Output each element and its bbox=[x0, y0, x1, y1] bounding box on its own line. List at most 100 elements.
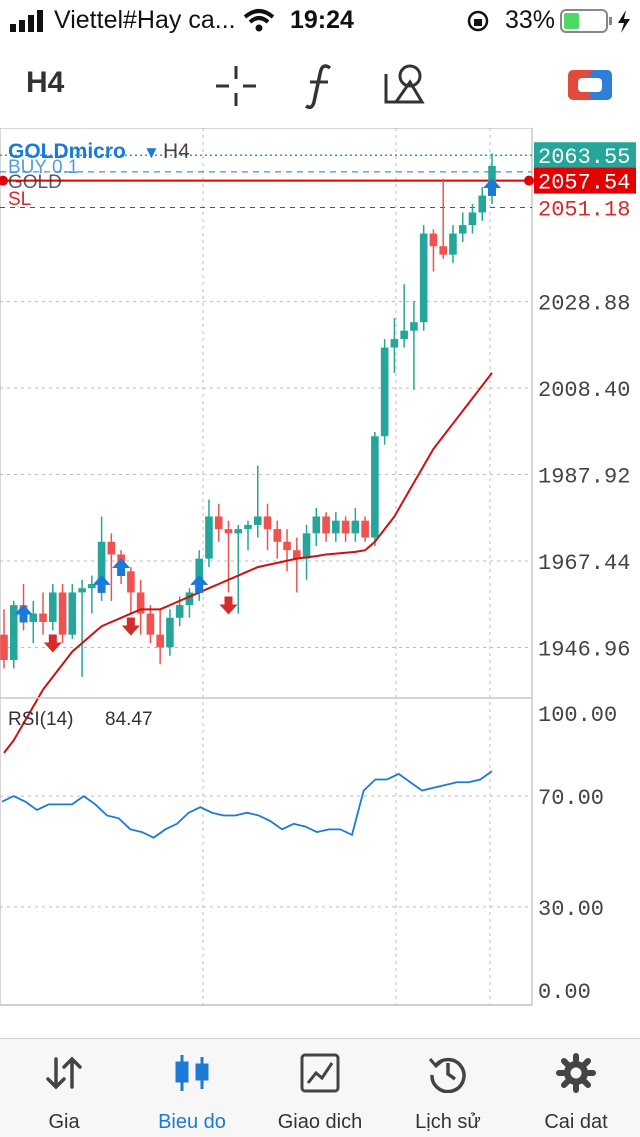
status-bar: Viettel#Hay ca... 19:24 33% bbox=[0, 0, 640, 40]
clock: 19:24 bbox=[290, 6, 354, 34]
crosshair-icon[interactable] bbox=[214, 64, 258, 108]
buy-arrow-icon bbox=[112, 558, 131, 576]
trade-icon[interactable] bbox=[568, 68, 612, 102]
price-tick-label: 2008.40 bbox=[538, 378, 630, 403]
candle-body bbox=[468, 212, 477, 226]
price-tag-bg bbox=[534, 167, 636, 194]
candle-body bbox=[58, 592, 67, 635]
price-tag-bg bbox=[534, 142, 636, 169]
price-tick-label: 1946.96 bbox=[538, 638, 630, 663]
buy-arrow-icon bbox=[190, 574, 209, 593]
candle-body bbox=[146, 613, 155, 635]
buy-arrow-icon bbox=[14, 604, 33, 623]
candle-body bbox=[400, 330, 408, 340]
arrows-updown-icon bbox=[46, 1056, 82, 1090]
candle-body bbox=[371, 436, 379, 538]
buy-arrow-icon bbox=[483, 178, 501, 196]
price-tag-label: 2051.18 bbox=[538, 197, 630, 222]
candle-body bbox=[0, 634, 8, 660]
candle-body bbox=[293, 550, 301, 559]
candle-body bbox=[478, 195, 487, 213]
orientation-lock-icon bbox=[467, 10, 489, 32]
candle-body bbox=[166, 617, 174, 648]
candle-body bbox=[88, 584, 96, 589]
candle-body bbox=[78, 588, 86, 593]
candle-body bbox=[302, 533, 311, 559]
candle-body bbox=[205, 516, 213, 559]
sell-arrow-icon bbox=[43, 634, 62, 653]
candle-body bbox=[273, 529, 282, 542]
candle-body bbox=[429, 233, 438, 247]
candle-body bbox=[156, 634, 164, 648]
candle-body bbox=[332, 520, 340, 534]
objects-icon[interactable] bbox=[382, 62, 428, 108]
tab-chart[interactable]: Bieu do bbox=[128, 1039, 256, 1137]
candle-body bbox=[283, 541, 291, 551]
candles bbox=[0, 153, 496, 677]
price-axis: 2028.88 2008.40 1987.92 1967.44 1946.96 bbox=[538, 292, 630, 663]
candle-body bbox=[234, 529, 243, 534]
candle-body bbox=[97, 541, 106, 584]
tab-quotes[interactable]: Gia bbox=[0, 1039, 128, 1137]
wifi-icon bbox=[243, 9, 275, 32]
price-tick-label: 2028.88 bbox=[538, 292, 630, 317]
candle-body bbox=[458, 225, 467, 234]
buy-line-label: BUY 0.1 bbox=[8, 157, 78, 178]
candle-body bbox=[39, 613, 47, 622]
candle-body bbox=[136, 592, 145, 614]
tab-trade[interactable]: Giao dich bbox=[256, 1039, 384, 1137]
price-tick-label: 1987.92 bbox=[538, 465, 630, 490]
rsi-tick-label: 100.00 bbox=[538, 703, 617, 728]
gold-line-label: GOLD bbox=[8, 172, 62, 193]
candle-body bbox=[49, 592, 57, 622]
trade-arrows bbox=[14, 178, 501, 653]
indicators-icon[interactable] bbox=[300, 62, 340, 110]
candle-body bbox=[410, 322, 418, 331]
candle-body bbox=[439, 246, 447, 255]
candle-body bbox=[175, 605, 184, 618]
candle-body bbox=[322, 516, 330, 534]
symbol-name[interactable]: GOLDmicro bbox=[8, 140, 126, 163]
candle-body bbox=[419, 233, 428, 323]
tab-bar: Gia Bieu do Giao dich Lịch sử Cai dat bbox=[0, 1038, 640, 1137]
main-grid bbox=[0, 128, 532, 1005]
carrier-label: Viettel#Hay ca... bbox=[54, 6, 236, 34]
rsi-axis: 100.00 70.00 30.00 0.00 bbox=[538, 703, 617, 1005]
tab-settings[interactable]: Cai dat bbox=[512, 1039, 640, 1137]
candle-body bbox=[263, 516, 272, 530]
candle-body bbox=[449, 233, 457, 255]
symbol-timeframe: H4 bbox=[163, 140, 190, 163]
price-tick-label: 1967.44 bbox=[538, 551, 630, 576]
rsi-grid bbox=[0, 795, 532, 908]
tab-chart-label: Bieu do bbox=[158, 1111, 226, 1133]
buy-arrow-icon bbox=[92, 574, 111, 593]
battery-icon bbox=[560, 9, 630, 33]
battery-percent: 33% bbox=[505, 6, 556, 34]
rsi-polyline bbox=[1, 770, 493, 839]
chart-toolbar: H4 bbox=[0, 40, 640, 128]
candle-body bbox=[253, 516, 262, 525]
moving-average bbox=[3, 372, 493, 754]
candle-body bbox=[29, 613, 38, 622]
tab-history[interactable]: Lịch sử bbox=[384, 1039, 512, 1137]
candle-body bbox=[68, 592, 77, 635]
candle-body bbox=[107, 541, 116, 555]
signal-icon bbox=[10, 10, 43, 32]
rsi-line bbox=[1, 770, 493, 839]
candle-body bbox=[185, 592, 194, 606]
candle-body bbox=[214, 516, 223, 530]
gear-icon bbox=[556, 1053, 596, 1093]
sell-arrow-icon bbox=[219, 596, 238, 615]
rsi-value: 84.47 bbox=[105, 709, 153, 730]
tab-trade-label: Giao dich bbox=[277, 1111, 363, 1133]
rsi-tick-label: 0.00 bbox=[538, 980, 591, 1005]
timeframe-button[interactable]: H4 bbox=[26, 66, 65, 99]
trade-chart-icon bbox=[300, 1053, 340, 1093]
tab-history-label: Lịch sử bbox=[415, 1111, 481, 1133]
candle-body bbox=[9, 605, 18, 660]
chevron-down-icon[interactable]: ▼ bbox=[143, 143, 160, 162]
candle-body bbox=[351, 520, 360, 534]
candle-body bbox=[127, 571, 135, 593]
candle-body bbox=[312, 516, 321, 534]
